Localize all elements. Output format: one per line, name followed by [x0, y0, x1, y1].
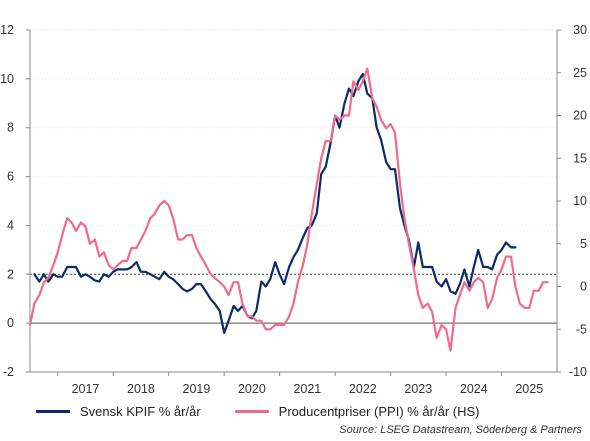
x-tick-label: 2024 — [460, 382, 488, 396]
x-tick-label: 2017 — [72, 382, 100, 396]
left-tick-label: 2 — [7, 267, 14, 281]
left-tick-label: 4 — [7, 218, 14, 232]
left-tick-label: 12 — [0, 23, 14, 37]
right-tick-label: 10 — [573, 194, 587, 208]
left-tick-label: -2 — [3, 365, 14, 379]
axes — [26, 29, 561, 376]
series-line-kpif — [33, 72, 517, 334]
left-axis-ticks: 12 10 8 6 4 2 0 -2 — [0, 23, 14, 379]
x-tick-label: 2023 — [404, 382, 432, 396]
right-tick-label: 30 — [573, 23, 587, 37]
legend: Svensk KPIF % år/år Producentpriser (PPI… — [36, 404, 514, 419]
x-tick-label: 2025 — [515, 382, 543, 396]
right-tick-label: 20 — [573, 109, 587, 123]
x-tick-label: 2020 — [238, 382, 266, 396]
left-tick-label: 6 — [7, 170, 14, 184]
x-tick-label: 2019 — [183, 382, 211, 396]
reference-lines — [30, 273, 557, 324]
right-tick-label: 15 — [573, 151, 587, 165]
legend-swatch-ppi — [234, 410, 269, 413]
legend-item-ppi: Producentpriser (PPI) % år/år (HS) — [234, 404, 480, 419]
right-axis-ticks: 30 25 20 15 10 5 0 -5 -10 — [569, 23, 587, 379]
left-tick-label: 8 — [7, 121, 14, 135]
series-lines — [28, 67, 549, 352]
x-tick-label: 2022 — [349, 382, 377, 396]
right-tick-label: -5 — [576, 322, 587, 336]
source-note: Source: LSEG Datastream, Söderberg & Par… — [339, 424, 582, 436]
x-tick-label: 2021 — [293, 382, 321, 396]
right-tick-label: 0 — [580, 280, 587, 294]
legend-item-kpif: Svensk KPIF % år/år — [36, 404, 201, 419]
left-tick-label: 10 — [0, 72, 14, 86]
right-tick-label: 5 — [580, 237, 587, 251]
right-tick-label: -10 — [569, 365, 587, 379]
gridlines — [30, 29, 557, 373]
legend-swatch-kpif — [36, 410, 70, 413]
right-tick-label: 25 — [573, 66, 587, 80]
legend-label-kpif: Svensk KPIF % år/år — [80, 404, 201, 419]
x-axis-ticks: 2017 2018 2019 2020 2021 2022 2023 2024 2025 — [72, 382, 544, 396]
left-tick-label: 0 — [7, 316, 14, 330]
series-line-ppi — [28, 67, 549, 352]
legend-label-ppi: Producentpriser (PPI) % år/år (HS) — [278, 404, 480, 419]
x-tick-label: 2018 — [127, 382, 155, 396]
